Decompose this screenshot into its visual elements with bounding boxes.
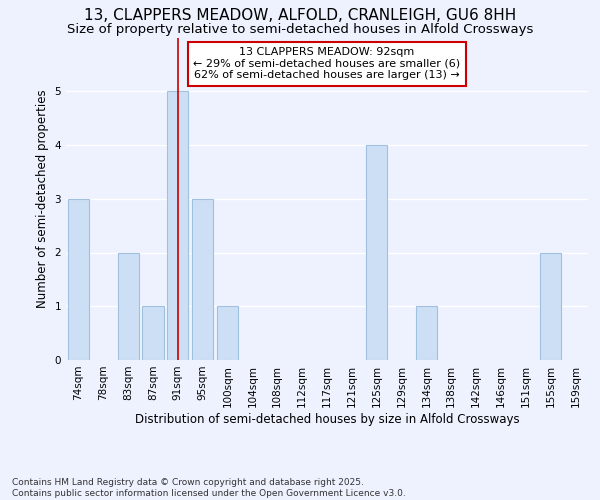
Bar xyxy=(366,145,387,360)
Bar xyxy=(217,306,238,360)
Bar xyxy=(68,198,89,360)
Text: 13 CLAPPERS MEADOW: 92sqm
← 29% of semi-detached houses are smaller (6)
62% of s: 13 CLAPPERS MEADOW: 92sqm ← 29% of semi-… xyxy=(193,47,461,80)
Bar xyxy=(118,252,139,360)
Text: Contains HM Land Registry data © Crown copyright and database right 2025.
Contai: Contains HM Land Registry data © Crown c… xyxy=(12,478,406,498)
X-axis label: Distribution of semi-detached houses by size in Alfold Crossways: Distribution of semi-detached houses by … xyxy=(134,412,520,426)
Y-axis label: Number of semi-detached properties: Number of semi-detached properties xyxy=(36,90,49,308)
Bar xyxy=(142,306,164,360)
Bar xyxy=(167,91,188,360)
Text: Size of property relative to semi-detached houses in Alfold Crossways: Size of property relative to semi-detach… xyxy=(67,22,533,36)
Text: 13, CLAPPERS MEADOW, ALFOLD, CRANLEIGH, GU6 8HH: 13, CLAPPERS MEADOW, ALFOLD, CRANLEIGH, … xyxy=(84,8,516,22)
Bar xyxy=(540,252,561,360)
Bar xyxy=(192,198,213,360)
Bar xyxy=(416,306,437,360)
